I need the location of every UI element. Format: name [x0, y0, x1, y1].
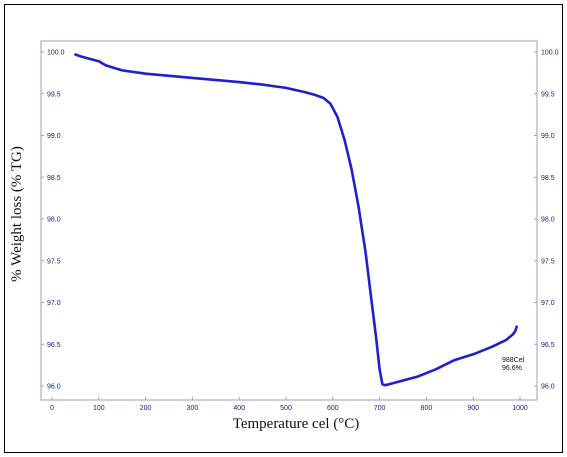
- x-tick-label: 100: [93, 405, 105, 412]
- annotation-weight: 96.6%: [502, 365, 522, 372]
- y-tick-label-left: 99.0: [47, 133, 61, 140]
- y-tick-label-left: 99.5: [47, 91, 61, 98]
- x-tick-label: 900: [467, 405, 479, 412]
- x-axis-title: Temperature cel (°C): [233, 416, 360, 432]
- y-axis-title: % Weight loss (% TG): [9, 146, 25, 282]
- y-tick-label-left: 96.0: [47, 384, 61, 391]
- y-tick-label-right: 99.5: [541, 91, 555, 98]
- annotation-temp: 988Cel: [502, 357, 525, 364]
- x-tick-label: 1000: [512, 405, 528, 412]
- x-tick-label: 0: [50, 405, 54, 412]
- x-tick-label: 300: [187, 405, 199, 412]
- y-tick-label-left: 97.0: [47, 300, 61, 307]
- x-tick-label: 200: [140, 405, 152, 412]
- y-tick-label-right: 100.0: [541, 50, 559, 57]
- x-tick-label: 500: [280, 405, 292, 412]
- y-tick-label-right: 96.5: [541, 342, 555, 349]
- y-tick-label-right: 99.0: [541, 133, 555, 140]
- x-ticks: 0 100 200 300 400 500 600 700 800 900 1000: [50, 397, 528, 412]
- x-tick-label: 600: [327, 405, 339, 412]
- y-tick-label-right: 96.0: [541, 384, 555, 391]
- y-ticks-left: 100.0 99.5 99.0 98.5 98.0 97.5 97.0 96.5 96.0: [41, 50, 65, 391]
- y-tick-label-right: 97.5: [541, 258, 555, 265]
- y-tick-label-left: 98.5: [47, 175, 61, 182]
- x-tick-label: 400: [233, 405, 245, 412]
- y-tick-label-left: 98.0: [47, 217, 61, 224]
- x-tick-label: 800: [421, 405, 433, 412]
- tg-curve-line: [74, 53, 518, 387]
- y-tick-label-right: 98.5: [541, 175, 555, 182]
- plot-area: [40, 40, 538, 401]
- y-tick-label-right: 97.0: [541, 300, 555, 307]
- y-tick-label-left: 96.5: [47, 342, 61, 349]
- y-tick-label-left: 100.0: [47, 50, 65, 57]
- y-ticks-right: 100.0 99.5 99.0 98.5 98.0 97.5 97.0 96.5 96.0: [534, 50, 559, 391]
- y-tick-label-left: 97.5: [47, 258, 61, 265]
- y-tick-label-right: 98.0: [541, 217, 555, 224]
- x-tick-label: 700: [374, 405, 386, 412]
- chart-frame: [4, 4, 563, 453]
